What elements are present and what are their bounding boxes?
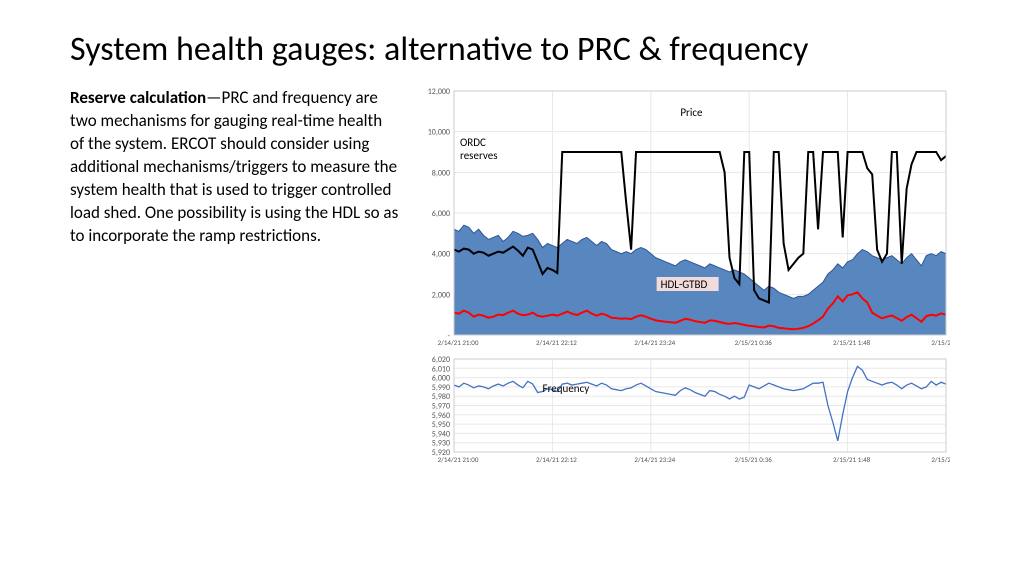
body-rest: —PRC and frequency are two mechanisms fo… bbox=[70, 87, 398, 246]
svg-text:Frequency: Frequency bbox=[543, 382, 590, 395]
svg-text:5,960: 5,960 bbox=[432, 411, 450, 421]
svg-text:2/15/21 3:00: 2/15/21 3:00 bbox=[931, 338, 950, 347]
svg-text:4,000: 4,000 bbox=[432, 250, 450, 260]
svg-text:2/14/21 21:00: 2/14/21 21:00 bbox=[438, 455, 479, 464]
svg-text:5,970: 5,970 bbox=[432, 402, 450, 412]
svg-text:10,000: 10,000 bbox=[428, 128, 450, 138]
svg-text:6,020: 6,020 bbox=[432, 355, 450, 365]
page-title: System health gauges: alternative to PRC… bbox=[70, 30, 974, 69]
svg-text:2/15/21 0:36: 2/15/21 0:36 bbox=[735, 455, 773, 464]
body-text: Reserve calculation—PRC and frequency ar… bbox=[70, 87, 400, 470]
svg-text:ORDC: ORDC bbox=[460, 136, 486, 149]
svg-text:5,930: 5,930 bbox=[432, 439, 450, 449]
svg-text:5,940: 5,940 bbox=[432, 429, 450, 439]
svg-text:2/15/21 0:36: 2/15/21 0:36 bbox=[735, 338, 773, 347]
svg-text:2,000: 2,000 bbox=[432, 290, 450, 300]
svg-text:6,000: 6,000 bbox=[432, 209, 450, 219]
svg-text:6,010: 6,010 bbox=[432, 364, 450, 374]
svg-text:reserves: reserves bbox=[460, 149, 498, 162]
bottom-chart: 5,9205,9305,9405,9505,9605,9705,9805,990… bbox=[420, 355, 974, 470]
svg-text:5,950: 5,950 bbox=[432, 420, 450, 430]
svg-text:12,000: 12,000 bbox=[428, 87, 450, 97]
charts: -2,0004,0006,0008,00010,00012,0002/14/21… bbox=[420, 87, 974, 470]
svg-text:2/14/21 23:24: 2/14/21 23:24 bbox=[634, 455, 675, 464]
svg-text:2/14/21 22:12: 2/14/21 22:12 bbox=[536, 338, 577, 347]
svg-text:Price: Price bbox=[680, 106, 703, 119]
svg-text:HDL-GTBD: HDL-GTBD bbox=[661, 278, 708, 291]
svg-text:6,000: 6,000 bbox=[432, 374, 450, 384]
svg-text:2/14/21 22:12: 2/14/21 22:12 bbox=[536, 455, 577, 464]
svg-text:5,980: 5,980 bbox=[432, 392, 450, 402]
svg-text:2/14/21 21:00: 2/14/21 21:00 bbox=[438, 338, 479, 347]
svg-text:2/14/21 23:24: 2/14/21 23:24 bbox=[634, 338, 675, 347]
body-lead: Reserve calculation bbox=[70, 87, 206, 108]
svg-text:5,990: 5,990 bbox=[432, 383, 450, 393]
svg-text:2/15/21 3:00: 2/15/21 3:00 bbox=[931, 455, 950, 464]
svg-text:2/15/21 1:48: 2/15/21 1:48 bbox=[833, 455, 871, 464]
svg-text:8,000: 8,000 bbox=[432, 168, 450, 178]
svg-text:2/15/21 1:48: 2/15/21 1:48 bbox=[833, 338, 871, 347]
top-chart: -2,0004,0006,0008,00010,00012,0002/14/21… bbox=[420, 87, 974, 355]
